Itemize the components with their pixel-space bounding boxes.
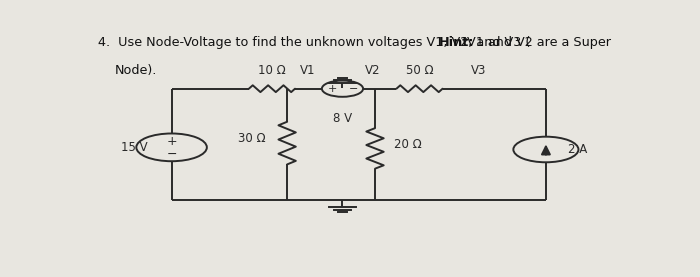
Text: 2 A: 2 A (568, 143, 587, 156)
Text: 4.  Use Node-Voltage to find the unknown voltages V1, V2, and V3 (: 4. Use Node-Voltage to find the unknown … (98, 37, 531, 49)
Text: Hint:: Hint: (438, 37, 474, 49)
Text: 30 Ω: 30 Ω (238, 132, 265, 145)
Text: 20 Ω: 20 Ω (394, 138, 422, 151)
Text: Node).: Node). (115, 64, 157, 77)
Text: +: + (328, 84, 337, 94)
Text: V2: V2 (365, 64, 380, 77)
Text: V1 and V2 are a Super: V1 and V2 are a Super (463, 37, 612, 49)
Text: −: − (167, 148, 177, 161)
Text: 50 Ω: 50 Ω (406, 64, 433, 77)
Text: 15 V: 15 V (120, 141, 147, 154)
Text: +: + (167, 135, 177, 148)
Text: −: − (349, 84, 358, 94)
Text: 10 Ω: 10 Ω (258, 64, 286, 77)
Text: 8 V: 8 V (333, 112, 352, 125)
Text: V3: V3 (470, 64, 486, 77)
Text: V1: V1 (300, 64, 315, 77)
